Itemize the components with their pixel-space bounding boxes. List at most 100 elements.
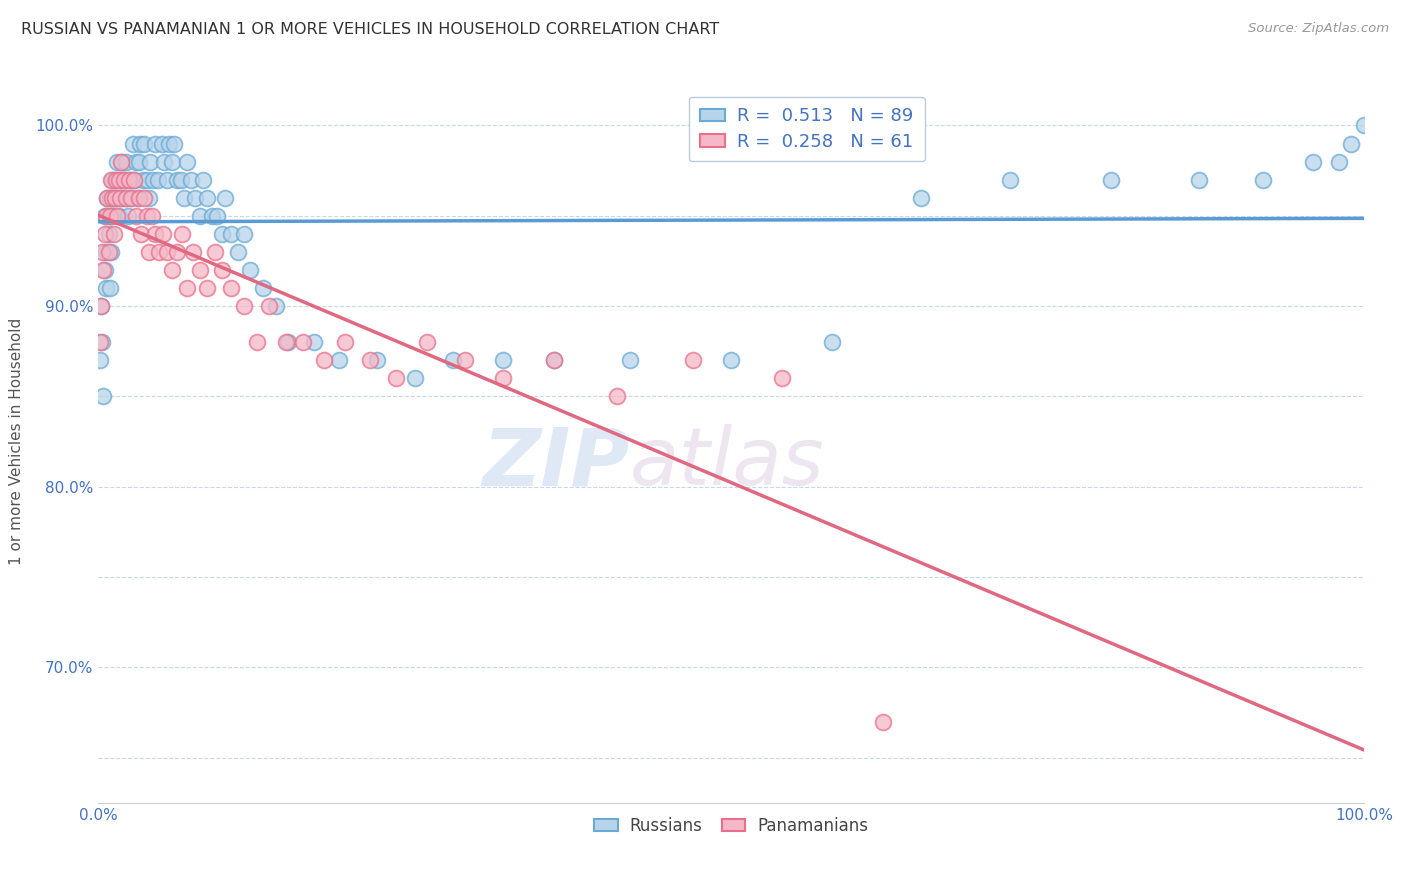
Point [90,299,112,313]
Point [108,172,131,186]
Point [115,191,138,205]
Point [105,191,128,205]
Point [302,335,325,350]
Point [128,154,150,169]
Legend: Russians, Panamanians: Russians, Panamanians [588,810,875,841]
Point [101,209,124,223]
Point [103,191,125,205]
Point [142,172,165,186]
Point [125,209,148,223]
Point [360,353,382,368]
Point [156,244,179,259]
Point [233,299,256,313]
Point [146,172,169,186]
Point [160,154,183,169]
Point [135,209,157,223]
Point [131,227,153,241]
Point [101,172,124,186]
Point [132,191,155,205]
Point [173,191,195,205]
Point [176,154,198,169]
Point [145,227,166,241]
Point [277,335,299,350]
Point [246,335,269,350]
Point [193,172,215,186]
Point [872,714,894,729]
Point [214,191,236,205]
Point [211,227,233,241]
Point [366,353,388,368]
Point [112,172,135,186]
Point [107,154,129,169]
Point [139,154,162,169]
Point [105,172,128,186]
Point [120,191,142,205]
Point [117,209,139,223]
Point [211,263,233,277]
Point [1099,172,1122,186]
Point [454,353,477,368]
Point [93,227,117,241]
Point [100,244,122,259]
Point [152,227,174,241]
Point [120,172,141,186]
Point [112,172,135,186]
Point [98,209,121,223]
Point [910,191,932,205]
Point [335,335,357,350]
Point [90,299,112,313]
Point [543,353,565,368]
Point [239,263,262,277]
Point [543,353,565,368]
Point [103,227,125,241]
Point [110,191,132,205]
Point [89,335,111,350]
Point [145,136,166,151]
Point [97,244,120,259]
Point [96,191,118,205]
Point [441,353,464,368]
Point [166,244,188,259]
Point [107,209,129,223]
Point [219,227,243,241]
Point [207,209,229,223]
Point [93,263,115,277]
Point [91,335,114,350]
Point [328,353,350,368]
Point [100,209,122,223]
Point [233,227,256,241]
Point [1188,172,1211,186]
Point [292,335,315,350]
Point [1251,172,1274,186]
Point [94,209,117,223]
Point [195,281,218,295]
Point [91,244,114,259]
Point [998,172,1021,186]
Point [1327,154,1350,169]
Point [176,281,198,295]
Point [1353,119,1375,133]
Point [183,244,205,259]
Point [132,172,155,186]
Point [107,172,129,186]
Text: ZIP: ZIP [482,425,630,502]
Point [188,263,211,277]
Point [94,244,117,259]
Point [93,263,117,277]
Point [114,191,136,205]
Point [166,172,188,186]
Point [226,244,249,259]
Point [115,154,138,169]
Point [770,371,793,385]
Point [100,172,122,186]
Point [132,136,155,151]
Point [492,353,515,368]
Point [127,191,149,205]
Point [682,353,704,368]
Point [101,191,124,205]
Point [93,209,117,223]
Point [156,172,179,186]
Point [104,191,127,205]
Point [492,371,515,385]
Point [148,244,170,259]
